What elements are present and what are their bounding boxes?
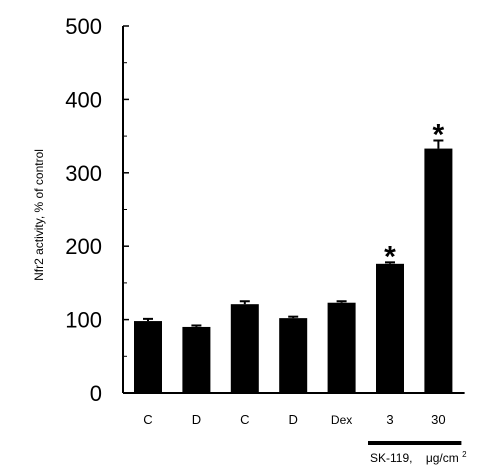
bar: [376, 263, 404, 393]
group-annotation: SK-119, μg/cm 2: [368, 441, 467, 465]
significance-marker: *: [384, 240, 396, 273]
axes: 0 100 200 300 400 500: [65, 14, 465, 406]
y-tick-label: 100: [65, 308, 102, 333]
x-tick-label: Dex: [331, 413, 352, 427]
x-tick-label: C: [240, 412, 249, 427]
bars: **: [134, 119, 453, 393]
y-tick-label: 500: [65, 14, 102, 39]
bar: [327, 302, 356, 393]
x-tick-label: 30: [431, 412, 445, 427]
x-tick-label: D: [192, 412, 201, 427]
x-tick-label: C: [143, 412, 152, 427]
x-tick-label: 3: [386, 412, 393, 427]
group-label-unit: μg/cm: [426, 451, 459, 465]
group-label: SK-119, μg/cm 2: [370, 450, 467, 465]
y-tick-label: 300: [65, 161, 102, 186]
bar: [134, 321, 162, 393]
x-tick-label: D: [289, 412, 298, 427]
significance-marker: *: [433, 119, 445, 152]
x-tick-labels: C D C D Dex 3 30: [143, 412, 445, 427]
bar: [182, 326, 211, 393]
y-tick-label: 0: [90, 381, 102, 406]
y-tick-label: 200: [65, 234, 102, 259]
bar: [424, 148, 453, 393]
bar: [230, 304, 259, 393]
bar: [279, 318, 308, 393]
group-label-unit-sup: 2: [462, 450, 467, 459]
y-tick-label: 400: [65, 87, 102, 112]
y-axis-label: Nfr2 activity, % of control: [32, 149, 46, 281]
group-label-name: SK-119,: [370, 451, 412, 465]
